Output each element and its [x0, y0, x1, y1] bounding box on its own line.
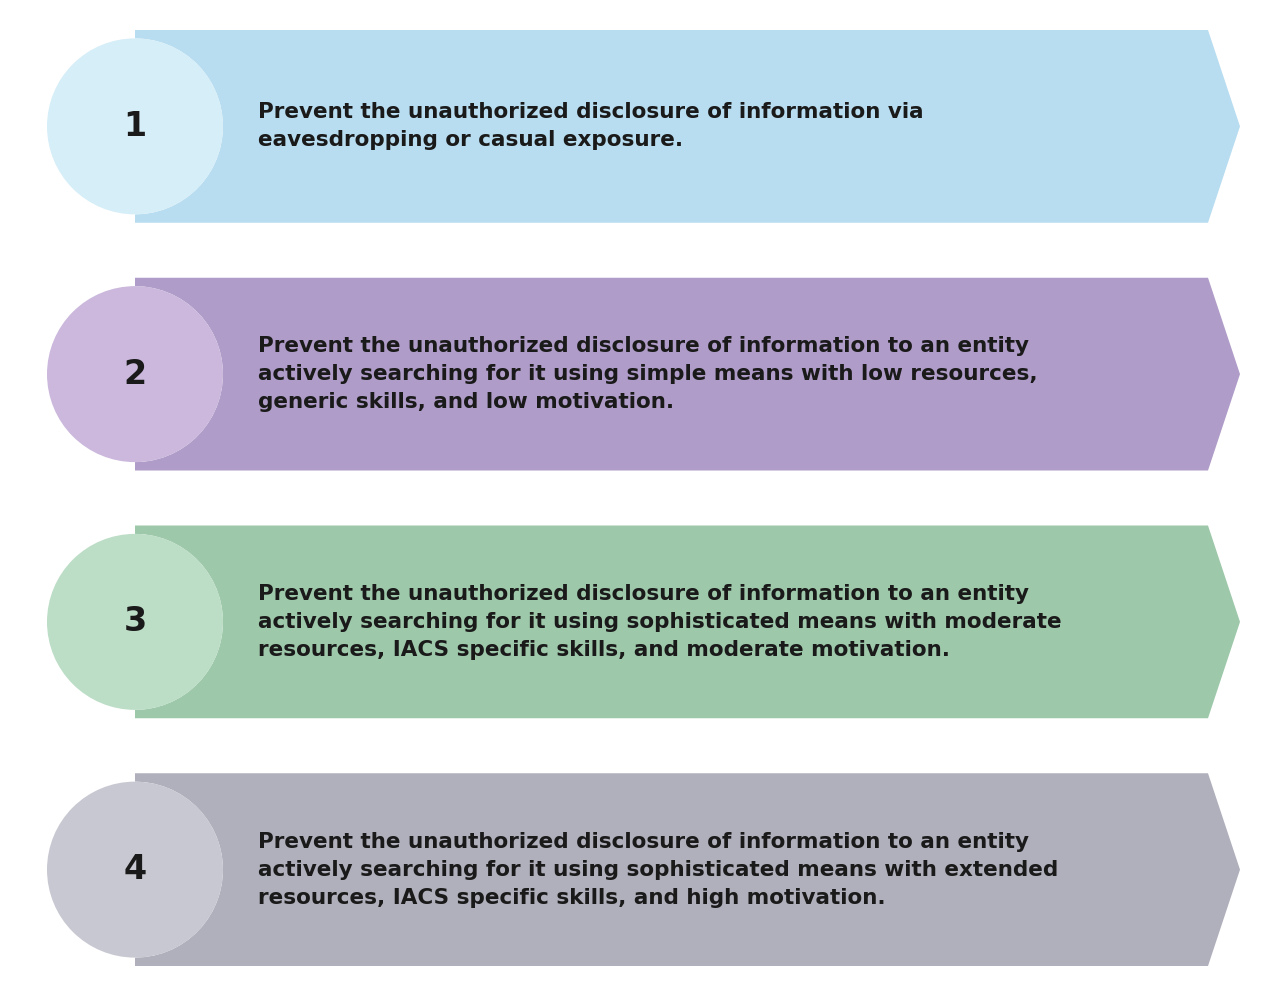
Text: 2: 2 — [123, 358, 147, 390]
Circle shape — [47, 39, 223, 214]
Text: Prevent the unauthorized disclosure of information to an entity
actively searchi: Prevent the unauthorized disclosure of i… — [259, 584, 1061, 660]
Polygon shape — [134, 773, 1240, 966]
Text: Prevent the unauthorized disclosure of information via
eavesdropping or casual e: Prevent the unauthorized disclosure of i… — [259, 103, 924, 150]
Polygon shape — [134, 30, 1240, 223]
Circle shape — [47, 782, 223, 957]
Circle shape — [47, 286, 223, 462]
Circle shape — [47, 534, 223, 710]
Text: Prevent the unauthorized disclosure of information to an entity
actively searchi: Prevent the unauthorized disclosure of i… — [259, 832, 1059, 907]
Text: 3: 3 — [123, 606, 147, 638]
Polygon shape — [134, 526, 1240, 718]
Text: Prevent the unauthorized disclosure of information to an entity
actively searchi: Prevent the unauthorized disclosure of i… — [259, 336, 1038, 412]
Polygon shape — [134, 278, 1240, 470]
Text: 1: 1 — [123, 110, 147, 142]
Text: 4: 4 — [123, 854, 147, 886]
